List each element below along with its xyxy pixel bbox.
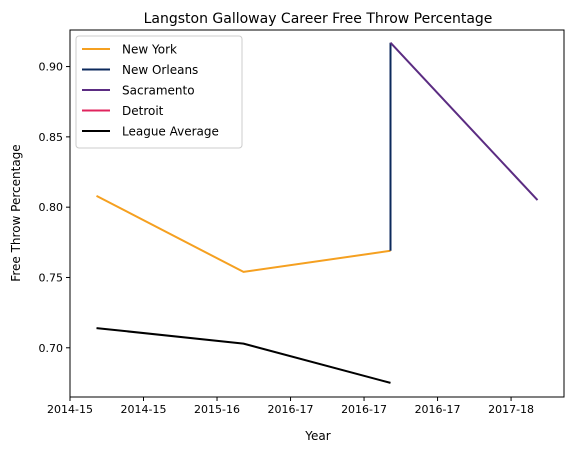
series-line-new-york [96,195,391,273]
legend-label-new-orleans: New Orleans [122,63,198,77]
y-axis-ticks: 0.70 0.75 0.80 0.85 0.90 [39,61,70,355]
plot-frame [69,29,565,398]
series-line-sacramento [389,42,539,201]
legend-label-sacramento: Sacramento [122,84,195,98]
y-tick-label: 0.90 [39,61,64,74]
y-tick-label: 0.85 [39,131,64,144]
legend-label-detroit: Detroit [122,104,164,118]
x-axis-ticks: 2014-15 2014-15 2015-16 2016-17 2016-17 2016-… [47,397,534,416]
legend: New York New Orleans Sacramento Detroit Leag… [75,35,243,149]
x-axis-label: Year [304,429,330,443]
x-tick-label: 2016-17 [415,403,461,416]
x-tick-label: 2017-18 [488,403,534,416]
x-tick-label: 2014-15 [47,403,93,416]
legend-label-new-york: New York [122,43,177,57]
chart-title: Langston Galloway Career Free Throw Perc… [144,11,493,27]
legend-box [75,35,243,149]
y-axis-label: Free Throw Percentage [9,144,23,281]
y-tick-label: 0.75 [39,271,64,284]
x-tick-label: 2016-17 [341,403,387,416]
x-tick-label: 2015-16 [194,403,240,416]
y-tick-label: 0.80 [39,201,64,214]
series-line-league-average [96,327,391,384]
legend-label-league-average: League Average [122,125,219,139]
x-tick-label: 2016-17 [268,403,314,416]
series-lines [96,42,539,384]
y-tick-label: 0.70 [39,342,64,355]
x-tick-label: 2014-15 [121,403,167,416]
